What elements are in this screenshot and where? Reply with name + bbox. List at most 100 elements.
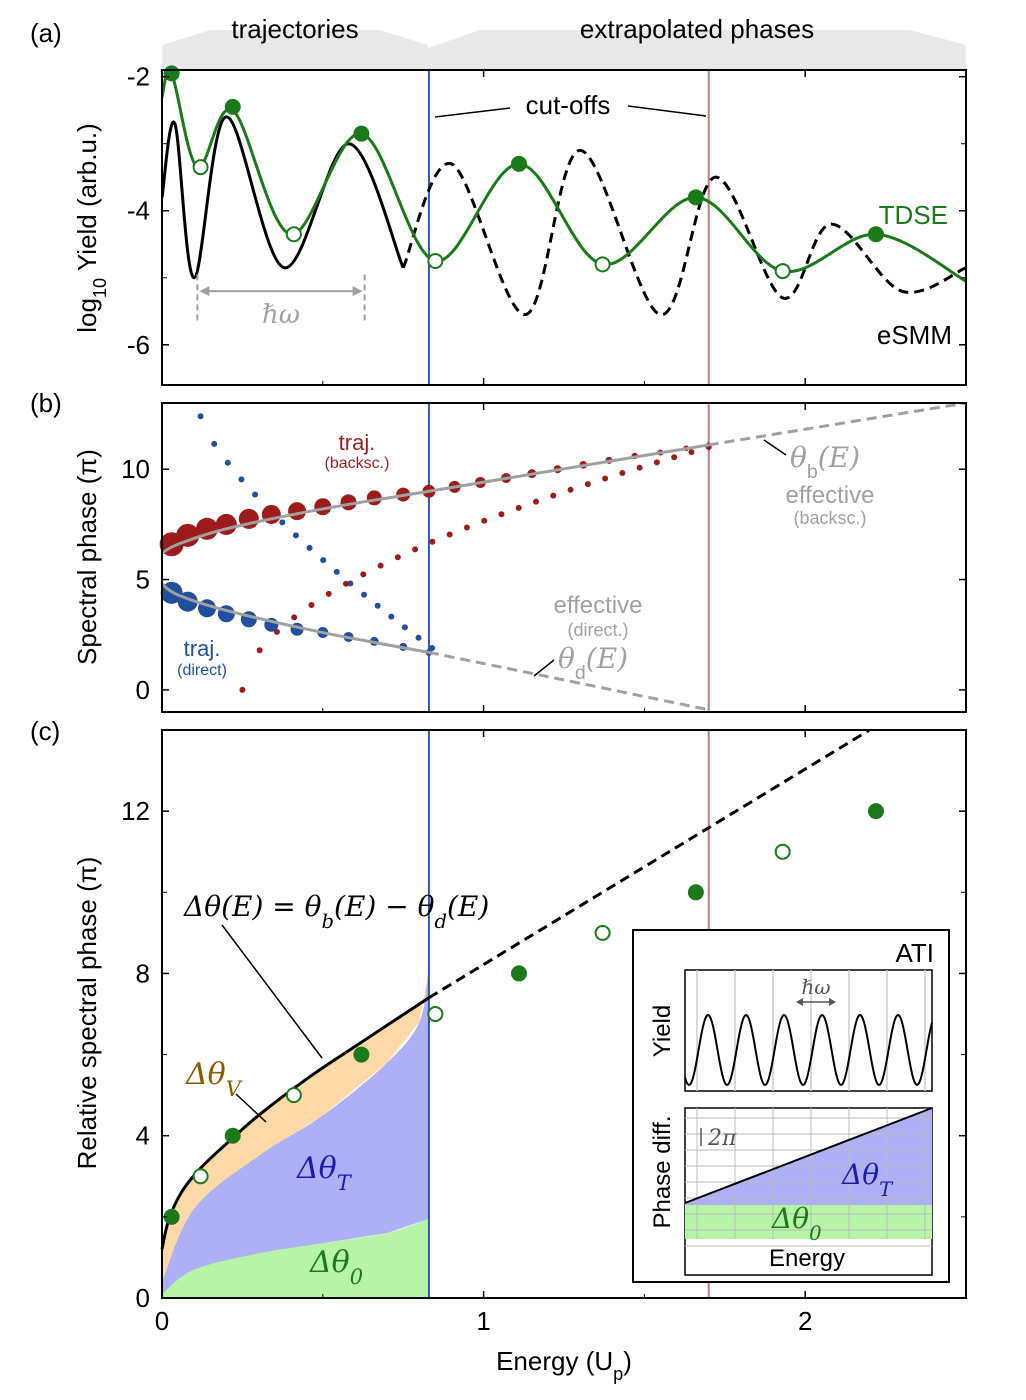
y-tick-label: 12 <box>121 796 150 826</box>
x-tick-label: 2 <box>798 1306 812 1336</box>
backsc-long-traj-dot <box>412 546 419 553</box>
delta-theta-equation-part: (E) <box>447 890 489 923</box>
direct-long-traj-dot <box>224 459 231 466</box>
inset-yield-box <box>684 969 933 1092</box>
x-axis-label-part: Energy (U <box>496 1346 613 1376</box>
direct-long-traj-dot <box>388 613 395 620</box>
tdse-phase-marker-open <box>594 924 611 941</box>
hw-arrow-right <box>352 286 363 297</box>
backsc-long-traj-dot <box>291 614 298 621</box>
tdse-phase-marker-open <box>774 843 791 860</box>
tdse-phase-marker-filled <box>510 965 527 982</box>
tdse-phase-marker-filled <box>353 1046 370 1063</box>
effective-b-sublabel: (backsc.) <box>793 508 866 528</box>
theta-d-dashed <box>428 650 710 712</box>
tdse-marker-filled <box>353 125 370 142</box>
y-axis-label-a-part: 10 <box>90 278 110 298</box>
backsc-long-traj-dot <box>515 504 522 511</box>
tdse-phase-marker-open <box>285 1087 302 1104</box>
tdse-marker-open <box>594 256 611 273</box>
inset-phase-label: Phase diff. <box>649 1116 676 1229</box>
theta-b-dashed <box>708 403 966 447</box>
esmm-legend-label: eSMM <box>877 320 952 350</box>
delta-theta-t-label: ΔθT <box>296 1151 353 1195</box>
direct-long-traj-dot <box>211 440 218 447</box>
trajectories-banner <box>162 30 428 70</box>
y-tick-label: -6 <box>127 330 150 360</box>
cutoffs-label: cut-offs <box>526 90 611 120</box>
delta-theta-t-area <box>162 969 429 1294</box>
theta-b-label: θb(E) <box>790 441 860 483</box>
direct-long-traj-dot <box>238 476 245 483</box>
theta-b-label-part: b <box>807 461 818 483</box>
direct-long-traj-dot <box>374 602 381 609</box>
delta-theta-t-label-part: Δθ <box>296 1151 337 1186</box>
traj-backsc-sublabel: (backsc.) <box>325 455 390 472</box>
tdse-marker-filled <box>510 155 527 172</box>
inset-dt0-label-part: Δθ <box>771 1202 809 1235</box>
delta-theta-v-label: ΔθV <box>185 1057 243 1101</box>
cutoffs-pointer-right <box>627 105 707 117</box>
y-tick-label: -4 <box>127 196 150 226</box>
theta-d-pointer <box>533 659 555 677</box>
panel-a-label: (a) <box>30 18 62 48</box>
backsc-long-traj-dot <box>688 449 695 456</box>
delta-theta-equation-part: (E) − θ <box>334 890 435 923</box>
inset-yield-curve <box>684 1013 933 1087</box>
backsc-long-traj-dot <box>671 454 678 461</box>
inset-phase-line <box>684 1107 933 1204</box>
inset-dt0-area <box>685 1205 932 1239</box>
delta-theta-v-label-part: V <box>226 1077 243 1101</box>
panel-b-label: (b) <box>30 388 62 418</box>
panel-a: ℏω cut-offs TDSE eSMM -2 -4 -6 log10 Yield (arb… <box>72 62 967 386</box>
inset-yield-label: Yield <box>649 1005 676 1057</box>
y-axis-label-a-part: Yield (arb.u.) <box>72 123 102 278</box>
backsc-long-traj-dot <box>584 481 591 488</box>
backsc-long-traj-dot <box>377 562 384 569</box>
theta-d-label: θd(E) <box>558 642 628 684</box>
tdse-marker-filled <box>867 226 884 243</box>
delta-theta-0-label-part: Δθ <box>309 1245 350 1280</box>
hw-arrow-left <box>199 286 210 297</box>
inset-dtt-label: ΔθT <box>841 1158 894 1201</box>
tdse-marker-open <box>192 159 209 176</box>
direct-long-traj-dot <box>292 532 299 539</box>
tdse-phase-marker-filled <box>224 1127 241 1144</box>
panel-c-label: (c) <box>30 716 60 746</box>
tdse-marker-filled <box>687 189 704 206</box>
effective-d-sublabel: (direct.) <box>567 620 628 640</box>
direct-long-traj-dot <box>347 580 354 587</box>
inset-dt0-label: Δθ0 <box>771 1202 822 1245</box>
inset-dtt-label-part: T <box>879 1178 894 1201</box>
tdse-legend-label: TDSE <box>879 200 948 230</box>
direct-long-traj-dot <box>333 568 340 575</box>
backsc-long-traj-dot <box>325 590 332 597</box>
theta-b-solid <box>161 443 709 555</box>
panel-b-frame <box>161 402 967 713</box>
traj-direct-label: traj. <box>184 636 221 661</box>
delta-theta-v-label-part: Δθ <box>185 1057 226 1092</box>
cutoffs-pointer-left <box>434 107 511 118</box>
backsc-long-traj-dot <box>256 647 263 654</box>
inset-dt0-label-part: 0 <box>809 1222 821 1245</box>
backsc-long-traj-dot <box>636 464 643 471</box>
backsc-long-traj-dot <box>619 470 626 477</box>
effective-d-label: effective <box>554 592 643 619</box>
direct-long-traj-dot <box>306 544 313 551</box>
direct-long-traj-dot <box>415 634 422 641</box>
theta-b-label-part: θ <box>790 441 807 474</box>
x-axis-label: Energy (Up) <box>496 1346 632 1384</box>
trajectories-label: trajectories <box>231 14 358 44</box>
delta-theta-0-area <box>162 1218 429 1298</box>
backsc-long-traj-dot <box>463 524 470 531</box>
y-axis-label-a-part: log <box>72 298 102 333</box>
y-tick-label: 10 <box>121 454 150 484</box>
tdse-phase-marker-open <box>427 1006 444 1022</box>
hbar-omega-label: ℏω <box>262 300 300 330</box>
x-axis-label-part: p <box>613 1364 623 1384</box>
tdse-phase-marker-filled <box>687 884 704 901</box>
tdse-marker-open <box>427 253 444 270</box>
